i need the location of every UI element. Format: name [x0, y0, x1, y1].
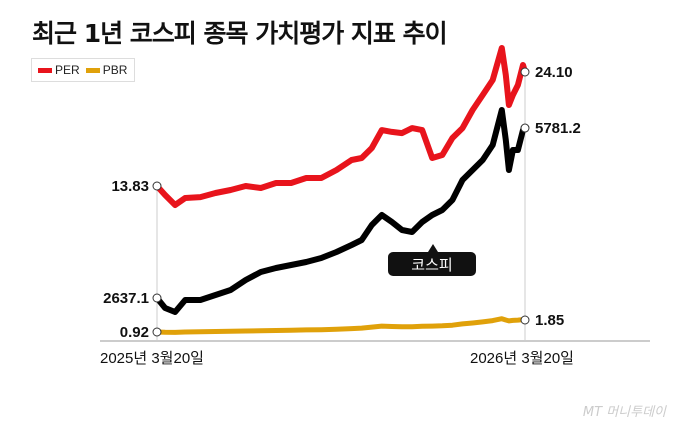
kospi-start-point — [152, 293, 162, 303]
per-end-label: 24.10 — [535, 64, 573, 81]
kospi-start-label: 2637.1 — [103, 290, 149, 307]
annotation-pointer — [428, 244, 438, 252]
pbr-end-point — [520, 315, 530, 325]
kospi-end-label: 5781.2 — [535, 120, 581, 137]
chart-title: 최근 1년 코스피 종목 가치평가 지표 추이 — [32, 19, 448, 48]
x-tick-start: 2025년 3월20일 — [100, 350, 204, 367]
pbr-line — [154, 316, 528, 335]
annotation-box — [388, 252, 476, 276]
pbr-start-point — [152, 327, 162, 337]
kospi-line — [154, 107, 528, 315]
pbr-start-label: 0.92 — [120, 324, 149, 341]
legend-item-pbr: PBR — [85, 63, 128, 77]
per-end-point — [520, 67, 530, 77]
per-line — [154, 45, 528, 208]
per-start-point — [152, 181, 162, 191]
pbr-end-label: 1.85 — [535, 312, 564, 329]
legend: PER PBR — [31, 58, 135, 82]
publisher-logo: MT 머니투데이 — [582, 405, 666, 420]
legend-item-per: PER — [38, 63, 80, 77]
legend-swatch-per — [38, 68, 52, 74]
kospi-annotation: 코스피 — [388, 244, 476, 276]
legend-label-per: PER — [55, 63, 80, 77]
legend-swatch-pbr — [85, 68, 100, 74]
annotation-label: 코스피 — [411, 256, 452, 274]
kospi-end-point — [520, 123, 530, 133]
legend-label-pbr: PBR — [102, 63, 128, 77]
per-start-label: 13.83 — [111, 178, 149, 195]
x-tick-end: 2026년 3월20일 — [470, 350, 574, 367]
